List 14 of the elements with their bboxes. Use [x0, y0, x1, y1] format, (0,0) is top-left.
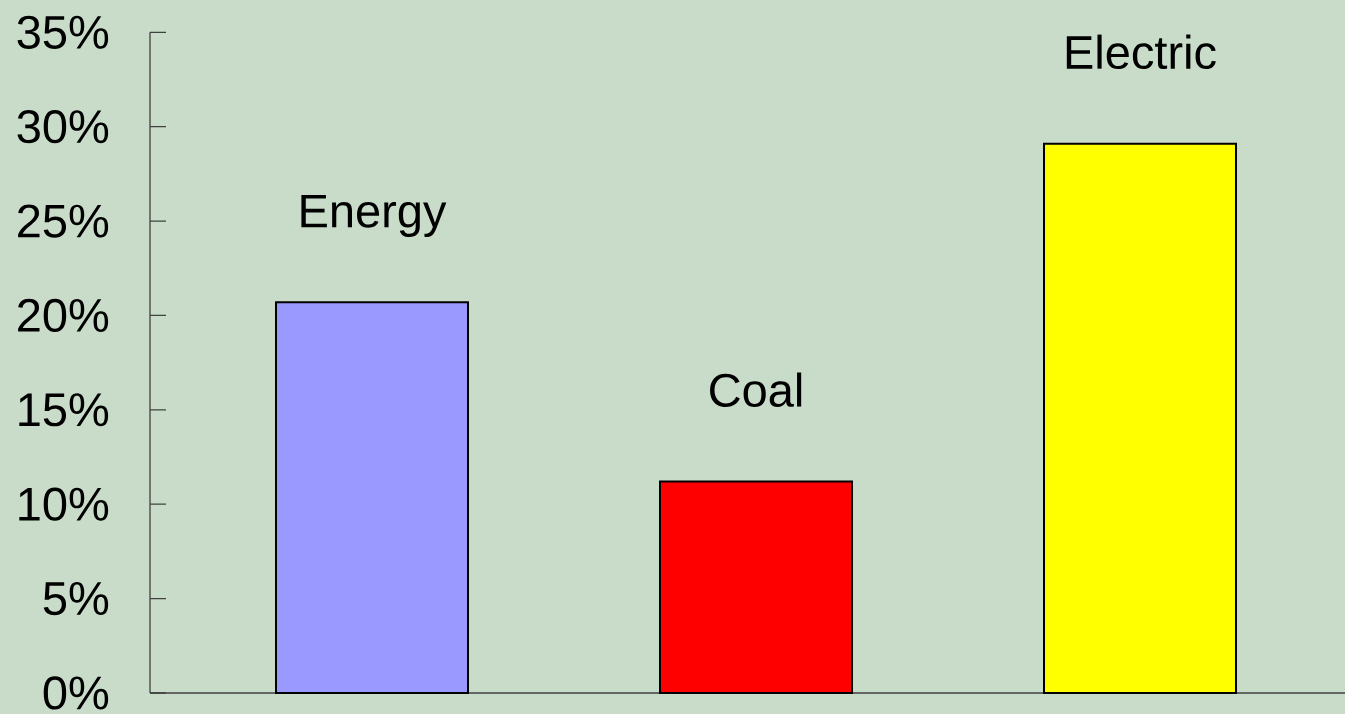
y-tick-label: 25% — [18, 204, 109, 238]
x-tick-label: Coal — [710, 372, 802, 408]
x-tick-label: Electric — [1066, 34, 1216, 70]
y-tick-label: 15% — [19, 393, 109, 427]
y-tick-label: 30% — [17, 110, 109, 144]
y-tick-label: 35% — [17, 15, 109, 49]
y-tick-label: 10% — [19, 487, 109, 521]
bar — [1043, 142, 1238, 694]
bar — [275, 301, 470, 694]
y-tick-label: 0% — [43, 676, 109, 710]
y-tick-label: 5% — [43, 582, 109, 616]
x-tick-label: Energy — [301, 194, 447, 237]
y-tick-label: 20% — [18, 298, 109, 333]
bar — [659, 480, 854, 694]
